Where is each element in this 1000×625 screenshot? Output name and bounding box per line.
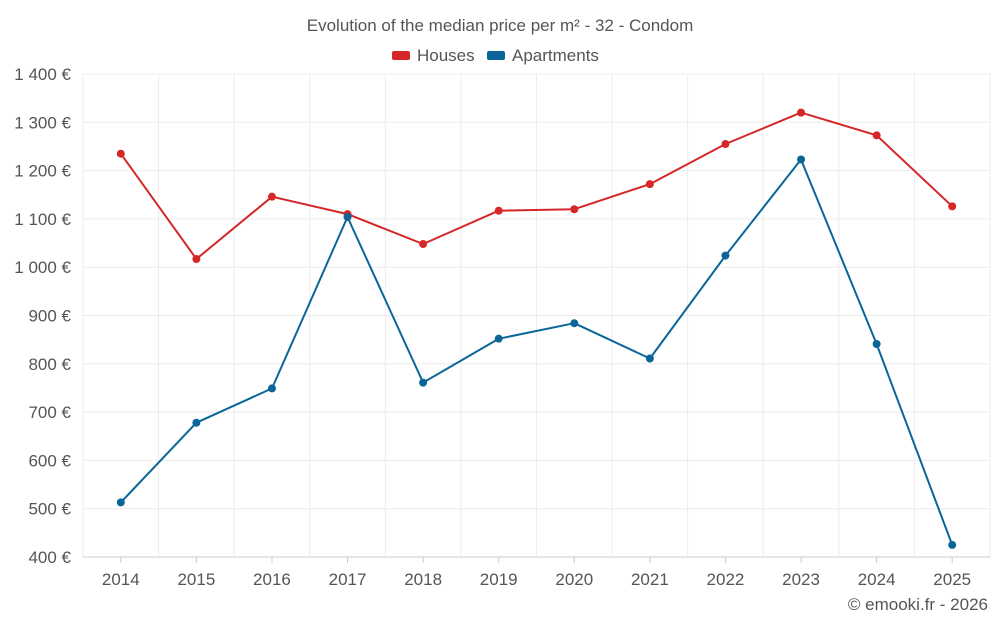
x-tick-label: 2023 [782, 570, 820, 589]
y-tick-label: 1 100 € [14, 210, 71, 229]
data-point-houses[interactable] [721, 140, 730, 149]
data-point-houses[interactable] [570, 205, 579, 214]
y-tick-label: 1 300 € [14, 113, 71, 132]
data-point-apartments[interactable] [494, 334, 503, 343]
x-tick-label: 2022 [707, 570, 745, 589]
legend-item-houses[interactable]: Houses [392, 46, 475, 65]
data-point-apartments[interactable] [267, 384, 276, 393]
data-point-apartments[interactable] [721, 251, 730, 260]
data-point-apartments[interactable] [797, 155, 806, 164]
x-tick-label: 2021 [631, 570, 669, 589]
data-point-houses[interactable] [419, 240, 428, 249]
data-point-apartments[interactable] [419, 378, 428, 387]
y-tick-label: 700 € [28, 403, 71, 422]
data-point-apartments[interactable] [948, 540, 957, 549]
data-point-apartments[interactable] [343, 212, 352, 221]
legend: Houses Apartments [392, 46, 599, 65]
x-tick-label: 2017 [329, 570, 367, 589]
x-tick-label: 2020 [555, 570, 593, 589]
y-tick-label: 900 € [28, 307, 71, 326]
data-point-houses[interactable] [116, 149, 125, 158]
data-point-apartments[interactable] [570, 319, 579, 328]
data-point-houses[interactable] [267, 192, 276, 201]
data-point-apartments[interactable] [192, 418, 201, 427]
data-point-houses[interactable] [494, 206, 503, 215]
x-tick-label: 2016 [253, 570, 291, 589]
series-line-houses [119, 111, 953, 260]
data-point-houses[interactable] [948, 202, 957, 211]
series-line-apartments [120, 158, 954, 546]
y-tick-label: 1 200 € [14, 162, 71, 181]
x-tick-label: 2014 [102, 570, 140, 589]
y-tick-label: 400 € [28, 548, 71, 567]
y-tick-label: 600 € [28, 451, 71, 470]
y-tick-label: 1 400 € [14, 65, 71, 84]
y-tick-label: 1 000 € [14, 258, 71, 277]
data-point-houses[interactable] [872, 131, 881, 140]
credit-text: © emooki.fr - 2026 [848, 595, 988, 614]
data-point-houses[interactable] [192, 254, 201, 263]
x-tick-label: 2019 [480, 570, 518, 589]
y-axis: 400 € 500 € 600 € 700 € 800 € 900 € 1 000 € 1 1… [14, 65, 71, 567]
y-tick-label: 500 € [28, 500, 71, 519]
grid [82, 73, 991, 558]
x-tick-label: 2024 [858, 570, 896, 589]
x-tick-label: 2018 [404, 570, 442, 589]
data-point-apartments[interactable] [116, 498, 125, 507]
x-tick-label: 2025 [933, 570, 971, 589]
legend-item-apartments[interactable]: Apartments [487, 46, 599, 65]
legend-label-houses: Houses [417, 46, 475, 65]
legend-swatch-houses [392, 51, 410, 60]
data-point-apartments[interactable] [872, 339, 881, 348]
x-axis: 2014 2015 2016 2017 2018 2019 2020 2021 2022 2023… [83, 556, 990, 589]
data-point-apartments[interactable] [645, 354, 654, 363]
data-point-houses[interactable] [797, 108, 806, 117]
series-layer [116, 108, 957, 549]
legend-label-apartments: Apartments [512, 46, 599, 65]
data-point-houses[interactable] [645, 180, 654, 189]
chart-title: Evolution of the median price per m² - 3… [307, 16, 693, 35]
y-tick-label: 800 € [28, 355, 71, 374]
legend-swatch-apartments [487, 51, 505, 60]
x-tick-label: 2015 [177, 570, 215, 589]
